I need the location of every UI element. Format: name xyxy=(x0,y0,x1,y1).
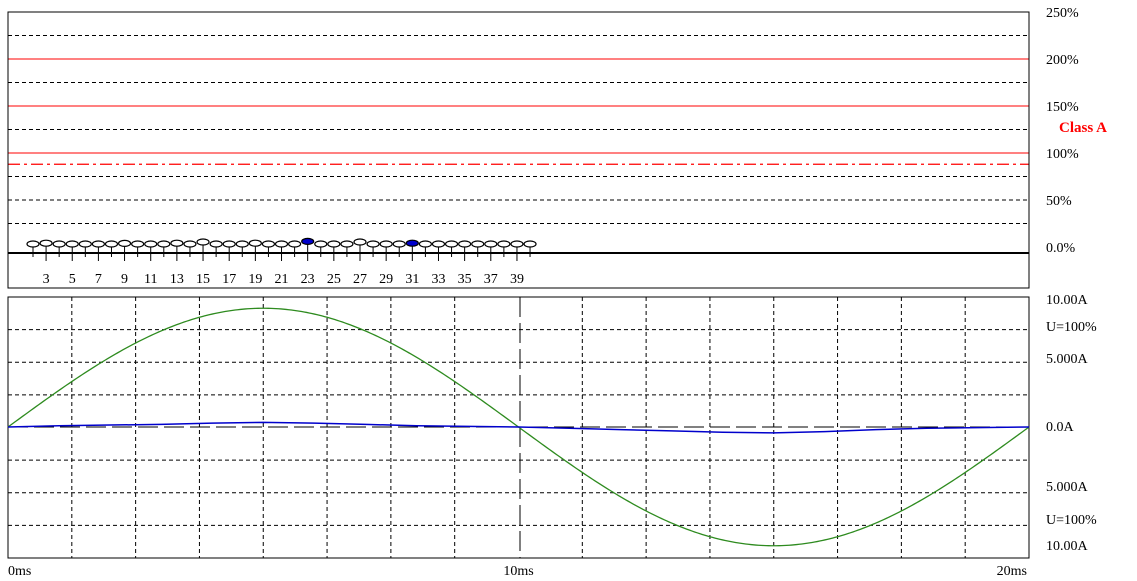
harmonic-bar xyxy=(26,240,40,253)
harmonics-right-labels: 250% 200% 150% 100% 50% 0.0% xyxy=(1046,6,1079,256)
harmonic-tick-label: 25 xyxy=(327,272,341,287)
harmonics-bars xyxy=(26,237,537,253)
harmonic-tick-label: 31 xyxy=(405,272,419,287)
limit-class-label: Class A xyxy=(1059,120,1107,136)
harmonic-bar xyxy=(405,239,419,253)
harmonic-bar xyxy=(458,240,472,253)
waveform-y-label: U=100% xyxy=(1046,513,1097,528)
harmonic-tick-label: 3 xyxy=(43,272,50,287)
harmonics-y-label: 150% xyxy=(1046,100,1079,115)
waveform-x-label: 10ms xyxy=(503,564,533,579)
harmonic-tick-label: 35 xyxy=(458,272,472,287)
waveform-y-label: 5.000A xyxy=(1046,480,1089,495)
harmonic-bar xyxy=(353,238,367,253)
harmonic-bar xyxy=(104,240,119,253)
current-waveform xyxy=(7,421,1030,434)
harmonic-bar xyxy=(261,240,276,253)
harmonic-bar xyxy=(39,239,53,253)
harmonic-bar xyxy=(510,240,524,253)
waveform-y-label: U=100% xyxy=(1046,320,1097,335)
harmonic-bar xyxy=(183,240,197,253)
harmonic-bar xyxy=(52,240,66,253)
harmonic-bar xyxy=(78,240,92,253)
harmonic-bar xyxy=(340,240,354,253)
harmonic-bar xyxy=(327,240,341,253)
harmonic-bar xyxy=(222,240,236,253)
harmonic-bar xyxy=(523,240,537,253)
harmonic-tick-label: 21 xyxy=(275,272,289,287)
harmonic-bar xyxy=(497,240,511,253)
harmonics-frame xyxy=(7,11,1030,289)
harmonic-bar xyxy=(379,240,393,253)
harmonic-tick-label: 19 xyxy=(248,272,262,287)
harmonic-bar xyxy=(288,240,302,253)
waveform-y-label: 10.00A xyxy=(1046,539,1089,554)
harmonic-bar xyxy=(117,239,132,253)
harmonic-bar xyxy=(65,240,79,253)
harmonic-tick-label: 13 xyxy=(170,272,184,287)
harmonic-bar xyxy=(248,239,262,253)
harmonic-tick-label: 29 xyxy=(379,272,393,287)
waveform-y-label: 10.00A xyxy=(1046,293,1089,308)
waveform-right-labels: 10.00A U=100% 5.000A 0.0A 5.000A U=100% 10.00A xyxy=(1046,293,1097,554)
harmonic-tick-label: 11 xyxy=(144,272,157,287)
harmonic-bar xyxy=(274,240,289,253)
harmonics-y-label: 200% xyxy=(1046,53,1079,68)
waveform-x-labels: 0ms 10ms 20ms xyxy=(8,564,1027,579)
harmonic-bar xyxy=(209,240,223,253)
waveform-y-label: 0.0A xyxy=(1046,420,1075,435)
harmonic-tick-label: 27 xyxy=(353,272,367,287)
harmonics-y-label: 100% xyxy=(1046,147,1079,162)
harmonic-bar xyxy=(484,240,498,253)
harmonics-y-label: 250% xyxy=(1046,6,1079,21)
harmonic-tick-label: 9 xyxy=(121,272,128,287)
harmonic-bar xyxy=(131,240,145,253)
harmonic-tick-label: 7 xyxy=(95,272,102,287)
harmonics-x-ticks: 3 5 7 9 11 13 15 17 19 21 23 25 27 29 31 33 35 37 39 xyxy=(32,253,531,287)
harmonic-bar xyxy=(392,240,406,253)
harmonic-tick-label: 5 xyxy=(69,272,76,287)
harmonic-bar xyxy=(91,240,106,253)
harmonic-bar xyxy=(235,240,249,253)
harmonic-tick-label: 23 xyxy=(301,272,315,287)
harmonic-bar xyxy=(314,240,328,253)
waveform-panel: 10.00AU=100%5.000A0.0A5.000AU=100%10.00A… xyxy=(7,293,1097,579)
harmonic-bar xyxy=(196,238,210,253)
harmonic-tick-label: 17 xyxy=(222,272,236,287)
harmonic-tick-label: 15 xyxy=(196,272,210,287)
harmonic-bar xyxy=(144,240,158,253)
harmonic-bar xyxy=(170,239,184,253)
harmonic-bar xyxy=(366,240,380,253)
harmonic-bar xyxy=(471,240,485,253)
waveform-x-label: 20ms xyxy=(997,564,1027,579)
waveform-y-label: 5.000A xyxy=(1046,352,1089,367)
harmonic-bar xyxy=(418,240,432,253)
harmonics-panel: 3 5 7 9 11 13 15 17 19 21 23 25 27 29 31 33 35 37 39 250%2… xyxy=(7,6,1107,289)
harmonics-limit-lines xyxy=(8,58,1029,165)
harmonic-bar xyxy=(444,240,459,253)
harmonic-bar xyxy=(431,240,446,253)
harmonics-y-label: 50% xyxy=(1046,194,1072,209)
harmonic-tick-label: 37 xyxy=(484,272,498,287)
harmonic-bar xyxy=(157,240,171,253)
harmonic-tick-label: 33 xyxy=(431,272,445,287)
harmonic-bar xyxy=(301,237,315,253)
harmonics-y-label: 0.0% xyxy=(1046,241,1076,256)
waveform-x-label: 0ms xyxy=(8,564,31,579)
harmonic-tick-label: 39 xyxy=(510,272,524,287)
waveform-grid xyxy=(8,297,1029,558)
harmonics-grid xyxy=(8,35,1029,224)
